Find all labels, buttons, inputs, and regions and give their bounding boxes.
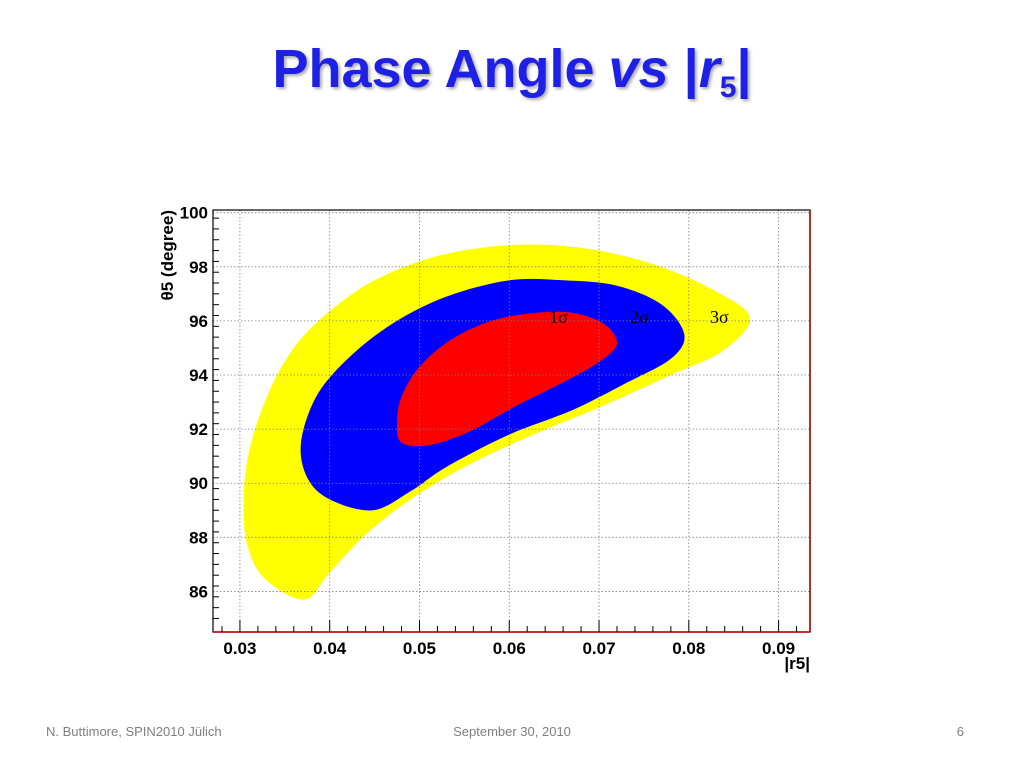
footer-date: September 30, 2010 [453,724,571,739]
confidence-regions [213,210,810,632]
y-tick-label-7: 100 [180,204,208,223]
x-tick-label-3: 0.06 [493,639,526,658]
x-tick-label-0: 0.03 [223,639,256,658]
title-subscript: 5 [719,71,737,104]
y-tick-label-6: 98 [189,258,208,277]
region-labels: 3σ 2σ 1σ [549,307,729,327]
region-label-3: 1σ [549,307,568,327]
y-axis-label: θ5 (degree) [158,210,177,300]
region-label-2: 2σ [630,307,649,327]
region-label-1: 3σ [710,307,729,327]
y-tick-label-0: 86 [189,582,208,601]
x-tick-label-1: 0.04 [313,639,347,658]
y-tick-label-3: 92 [189,420,208,439]
x-tick-label-5: 0.08 [672,639,705,658]
x-tick-label-6: 0.09 [762,639,795,658]
slide-title: Phase Angle vs |r5| [0,38,1024,105]
y-tick-label-4: 94 [189,366,208,385]
y-tick-label-2: 90 [189,474,208,493]
title-r: r [698,39,720,99]
title-main: Phase Angle [272,39,595,99]
x-tick-label-2: 0.05 [403,639,436,658]
y-tick-label-1: 88 [189,528,208,547]
title-bar-close: | [736,39,752,99]
x-tick-label-4: 0.07 [582,639,615,658]
page-number: 6 [956,724,964,739]
axis-labels: 0.03 0.04 0.05 0.06 0.07 0.08 0.09 86 88 90 92 94 96… [158,204,810,673]
y-tick-label-5: 96 [189,312,208,331]
grid-lines [212,209,811,633]
axis-ticks [213,217,798,632]
title-vs: vs [608,39,669,99]
title-bar-open: | [683,39,699,99]
region-3-1sigma [396,311,617,447]
footer-author: N. Buttimore, SPIN2010 Jülich [46,724,222,739]
x-axis-label: |r5| [784,654,810,673]
